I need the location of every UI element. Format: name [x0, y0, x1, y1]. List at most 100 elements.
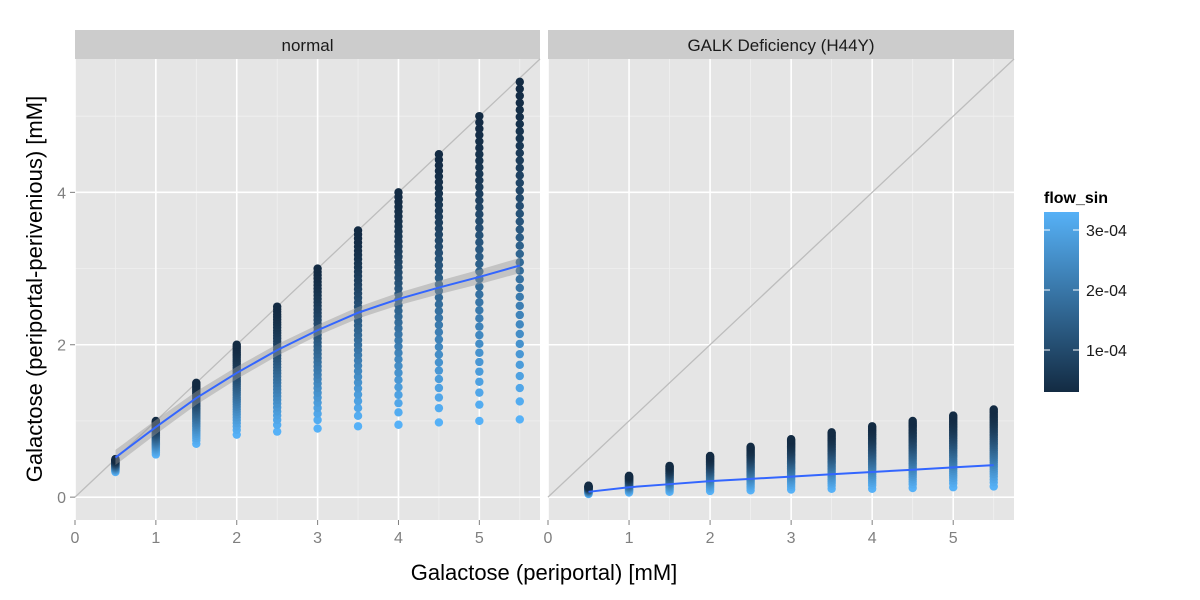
data-point — [353, 396, 363, 406]
data-point — [515, 266, 524, 275]
data-point — [353, 378, 363, 387]
data-point — [475, 252, 484, 261]
data-point — [475, 290, 484, 299]
data-point — [475, 137, 484, 146]
data-point — [475, 223, 484, 233]
data-point — [434, 218, 444, 227]
data-point — [475, 182, 484, 192]
data-point — [434, 320, 444, 330]
data-point — [515, 360, 524, 370]
data-point — [434, 383, 444, 393]
data-point — [475, 314, 484, 323]
colorbar-tick-label: 3e-04 — [1086, 223, 1127, 240]
data-point — [515, 186, 524, 195]
y-tick-label: 4 — [57, 185, 66, 202]
plot-background — [75, 59, 540, 520]
data-point — [515, 77, 524, 87]
data-point — [434, 393, 444, 402]
data-point — [353, 226, 363, 235]
data-point — [475, 306, 484, 315]
data-point — [515, 193, 524, 203]
data-point — [434, 267, 444, 276]
data-point — [515, 275, 524, 284]
plot-background — [548, 59, 1014, 520]
data-point — [475, 367, 484, 376]
x-tick-label: 1 — [151, 530, 160, 547]
data-point — [434, 374, 444, 384]
data-point — [192, 378, 201, 388]
strip-background — [75, 30, 540, 59]
data-point — [515, 397, 524, 406]
data-point — [475, 267, 484, 276]
data-point — [475, 196, 484, 205]
data-point — [434, 248, 444, 258]
data-point — [515, 225, 524, 234]
data-point — [515, 349, 524, 359]
data-point — [989, 405, 998, 414]
data-point — [434, 300, 444, 309]
x-axis-title: Galactose (periportal) [mM] — [411, 560, 678, 585]
identity-line-path — [547, 58, 1015, 498]
data-point — [272, 302, 282, 311]
data-point — [434, 212, 444, 221]
data-point — [475, 156, 484, 165]
data-point — [475, 169, 484, 179]
data-point — [515, 127, 524, 136]
data-point — [434, 242, 444, 251]
data-point — [624, 471, 634, 481]
panel-title: normal — [282, 36, 334, 55]
data-point — [394, 420, 403, 429]
y-axis-ticks: 0 2 4 — [57, 185, 75, 507]
data-point — [867, 422, 877, 431]
y-tick-label: 0 — [57, 490, 66, 507]
data-point — [475, 377, 484, 386]
data-point — [353, 384, 363, 393]
identity-line — [547, 58, 1015, 498]
x-tick-label: 5 — [949, 530, 958, 547]
data-point — [475, 245, 484, 254]
confidence-band — [115, 257, 520, 466]
data-point — [353, 422, 363, 431]
smooth-line — [114, 264, 521, 459]
panel-normal: normal 0 1 2 3 4 5 0 2 4 — [57, 30, 541, 547]
data-point — [746, 442, 755, 452]
x-tick-label: 5 — [475, 530, 484, 547]
data-point — [475, 282, 484, 291]
data-point — [515, 320, 524, 329]
data-point — [515, 233, 524, 242]
colorbar-tick-label: 1e-04 — [1086, 343, 1127, 360]
data-point — [434, 335, 444, 344]
data-point — [394, 355, 403, 364]
data-point — [394, 342, 403, 351]
data-point — [515, 415, 524, 424]
data-point — [475, 124, 484, 133]
data-point — [434, 200, 444, 210]
panel-title: GALK Deficiency (H44Y) — [687, 36, 874, 55]
data-point — [949, 411, 958, 420]
gridlines — [547, 59, 1014, 520]
data-point — [827, 428, 836, 437]
smooth-curve — [588, 464, 994, 493]
data-point — [475, 322, 484, 331]
smooth-curve — [114, 257, 521, 466]
data-point — [515, 241, 524, 250]
data-point — [515, 91, 524, 100]
data-point — [515, 339, 524, 349]
data-point — [515, 134, 524, 143]
x-tick-label: 0 — [544, 530, 553, 547]
panel-galk-deficiency: GALK Deficiency (H44Y) 0 1 2 3 4 5 — [544, 30, 1015, 547]
data-point — [434, 293, 444, 302]
data-point — [665, 461, 674, 471]
y-tick-label: 2 — [57, 338, 66, 355]
data-point — [394, 188, 403, 197]
x-tick-label: 3 — [787, 530, 796, 547]
data-point — [475, 189, 484, 199]
strip-background — [548, 30, 1014, 59]
colorbar-ticks: 1e-04 2e-04 3e-04 — [1044, 223, 1127, 360]
x-axis-ticks: 0 1 2 3 4 5 — [71, 520, 484, 547]
data-point — [394, 330, 403, 339]
data-point — [515, 310, 524, 320]
data-point — [313, 264, 322, 273]
data-point — [434, 195, 444, 204]
